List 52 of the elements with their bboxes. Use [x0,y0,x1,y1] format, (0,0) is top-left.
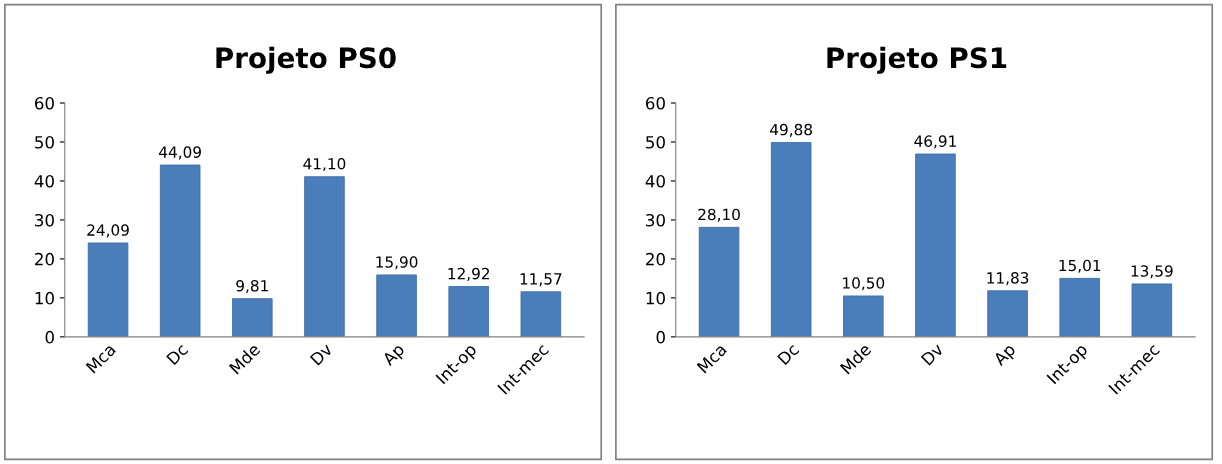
chart-title: Projeto PS0 [216,46,396,74]
data-label: 10,50 [843,277,885,291]
y-tick-label: 30 [646,213,665,227]
data-label: 41,10 [303,157,346,172]
x-tick-label: Ap [992,342,1019,369]
data-label: 9,81 [236,279,268,294]
bar [448,286,489,337]
y-tick-label: 10 [35,291,54,305]
bar [987,290,1028,337]
data-label: 15,90 [376,256,418,270]
data-label: 46,91 [914,135,956,149]
bar [843,295,884,337]
bar [1131,283,1173,337]
x-tick-label: Dc [777,342,800,366]
data-label: 12,92 [448,267,490,281]
y-tick-label: 10 [646,291,665,305]
x-tick-label: Ap [381,342,408,369]
data-label: 24,09 [87,224,129,238]
y-tick-label: 60 [35,96,54,110]
bar [376,274,417,337]
bar [915,153,956,337]
bar [1059,277,1100,337]
data-label: 44,09 [159,146,201,160]
bar [698,226,740,337]
bar [159,164,201,337]
y-tick-label: 40 [34,174,54,188]
bar [87,242,129,337]
y-tick-label: 60 [646,96,665,110]
y-tick-label: 40 [645,174,665,188]
bar [304,176,345,337]
y-tick-label: 0 [656,330,665,344]
y-tick-label: 50 [35,135,54,149]
bar [520,291,562,337]
bar [232,298,273,337]
chart-title: Projeto PS1 [827,46,1007,74]
y-tick-label: 50 [646,135,665,149]
y-tick-label: 0 [45,330,54,344]
x-tick-label: Dv [309,342,334,366]
data-label: 28,10 [698,208,740,222]
data-label: 11,57 [520,273,562,287]
bar [770,142,812,337]
x-tick-label: Dc [166,342,189,366]
x-tick-label: Dv [920,342,945,366]
data-label: 13,59 [1131,265,1173,279]
data-label: 49,88 [770,123,812,137]
y-tick-label: 30 [35,213,54,227]
x-tick-label: Mca [696,343,728,374]
data-label: 15,01 [1059,259,1101,273]
data-label: 11,83 [987,272,1029,286]
y-tick-label: 20 [646,252,665,266]
y-tick-label: 20 [35,252,54,266]
x-tick-label: Mca [85,343,117,374]
